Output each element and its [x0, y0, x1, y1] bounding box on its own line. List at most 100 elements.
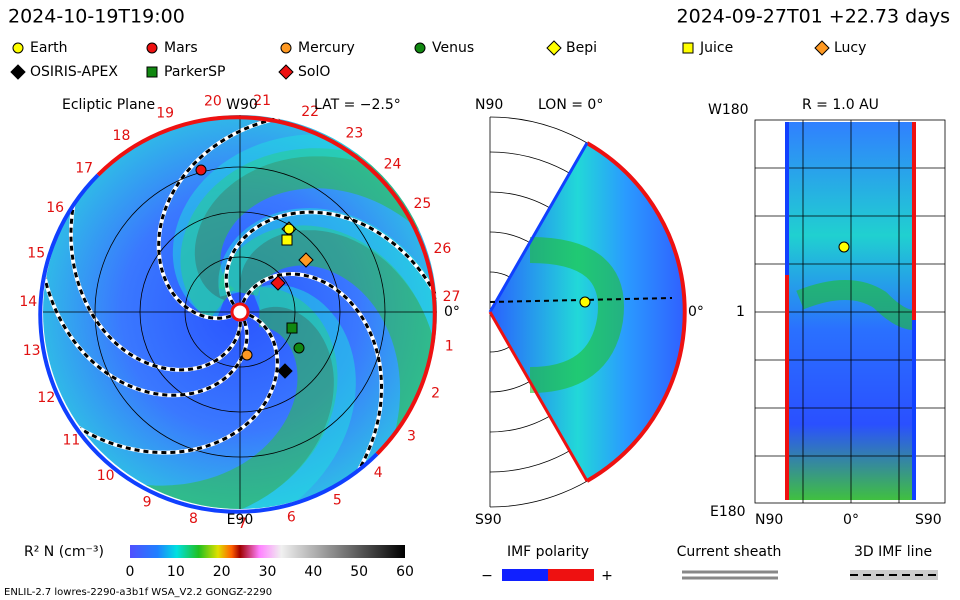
sim-time: 2024-10-19T19:00 — [8, 6, 185, 28]
sector-label: 20 — [204, 94, 222, 110]
sector-label: 5 — [333, 492, 342, 508]
sector-label: 6 — [287, 510, 296, 526]
marker — [281, 234, 293, 246]
marker — [293, 342, 305, 354]
imf-line — [43, 170, 249, 397]
legend-label: Mars — [164, 40, 198, 56]
colorbar-tick: 20 — [213, 564, 231, 580]
marker — [10, 64, 26, 80]
right-label: 0° — [688, 304, 704, 320]
top-label: W90 — [226, 97, 258, 113]
marker — [146, 42, 158, 54]
bottom-label: N90 — [755, 512, 783, 528]
sector-label: 15 — [27, 246, 45, 262]
marker — [270, 275, 286, 291]
bottom-label: S90 — [915, 512, 942, 528]
marker — [286, 322, 298, 334]
marker — [814, 40, 830, 56]
legend-label: OSIRIS-APEX — [30, 64, 118, 80]
colorbar-label: R² N (cm⁻³) — [24, 544, 104, 560]
meridional-wedge — [490, 143, 685, 481]
sector-label: 25 — [413, 196, 431, 212]
colorbar-tick: 40 — [304, 564, 322, 580]
sector-label: 10 — [97, 468, 115, 484]
marker — [546, 40, 562, 56]
rim-positive — [96, 115, 437, 456]
bottom-label: 0° — [843, 512, 859, 528]
legend-label: ParkerSP — [164, 64, 225, 80]
marker — [298, 252, 314, 268]
sector-label: 9 — [143, 495, 152, 511]
legend-label: Venus — [432, 40, 474, 56]
sector-label: 21 — [253, 93, 271, 109]
panel-title: Ecliptic Plane — [62, 97, 155, 113]
top-label: N90 — [475, 97, 503, 113]
lon-label: LON = 0° — [538, 97, 603, 113]
imf-plus: + — [601, 568, 613, 584]
imf-line — [43, 313, 279, 455]
colorbar-tick: 10 — [167, 564, 185, 580]
mid-left-label: 1 — [736, 304, 745, 320]
bottom-label: S90 — [475, 512, 502, 528]
legend-label: Bepi — [566, 40, 597, 56]
sector-label: 2 — [431, 386, 440, 402]
sector-label: 11 — [63, 433, 81, 449]
colorbar-tick: 50 — [350, 564, 368, 580]
colorbar-tick: 0 — [126, 564, 135, 580]
marker — [414, 42, 426, 54]
imf-line — [157, 115, 388, 320]
legend-label: Juice — [699, 40, 733, 56]
sector-label: 3 — [407, 429, 416, 445]
colorbar-tick: 30 — [259, 564, 277, 580]
top-left-label: W180 — [708, 102, 749, 118]
sun — [230, 302, 250, 322]
sector-label: 8 — [189, 511, 198, 527]
imf-title: IMF polarity — [507, 544, 589, 560]
sector-label: 26 — [433, 241, 451, 257]
sector-label: 27 — [443, 289, 461, 305]
imf-line — [241, 272, 383, 509]
right-label: 0° — [444, 304, 460, 320]
sector-label: 12 — [37, 390, 55, 406]
imf-minus: − — [481, 568, 493, 584]
sector-label: 17 — [75, 160, 93, 176]
sector-label: 4 — [374, 465, 383, 481]
lat-label: LAT = −2.5° — [314, 97, 401, 113]
imf-line-title: 3D IMF line — [854, 544, 932, 560]
sector-label: 14 — [19, 294, 37, 310]
rim-negative — [38, 173, 379, 514]
sector-label: 13 — [23, 343, 41, 359]
marker — [682, 42, 694, 54]
density-arm — [218, 208, 437, 433]
legend-label: Lucy — [834, 40, 866, 56]
sector-label: 23 — [346, 126, 364, 142]
sector-label: 1 — [445, 338, 454, 354]
run-time: 2024-09-27T01 +22.73 days — [677, 6, 950, 28]
marker — [241, 349, 253, 361]
imf-line — [224, 210, 437, 404]
marker — [280, 42, 292, 54]
sheath-title: Current sheath — [677, 544, 782, 560]
marker — [277, 363, 293, 379]
colorbar-tick: 60 — [396, 564, 414, 580]
marker — [195, 164, 207, 176]
density-arm — [157, 284, 356, 509]
sector-label: 7 — [238, 516, 247, 532]
imf-line — [69, 115, 242, 372]
legend-label: Mercury — [298, 40, 355, 56]
colorbar — [130, 545, 405, 558]
bottom-left-label: E180 — [710, 504, 746, 520]
marker — [283, 223, 295, 235]
sector-label: 16 — [46, 200, 64, 216]
marker — [278, 64, 294, 80]
marker — [146, 66, 158, 78]
sector-label: 22 — [301, 104, 319, 120]
footer: ENLIL-2.7 lowres-2290-a3b1f WSA_V2.2 GON… — [4, 587, 272, 598]
sector-label: 18 — [113, 128, 131, 144]
bottom-label: E90 — [227, 512, 254, 528]
panel-title: R = 1.0 AU — [802, 97, 879, 113]
marker — [12, 42, 24, 54]
legend-label: Earth — [30, 40, 68, 56]
sector-label: 19 — [156, 106, 174, 122]
